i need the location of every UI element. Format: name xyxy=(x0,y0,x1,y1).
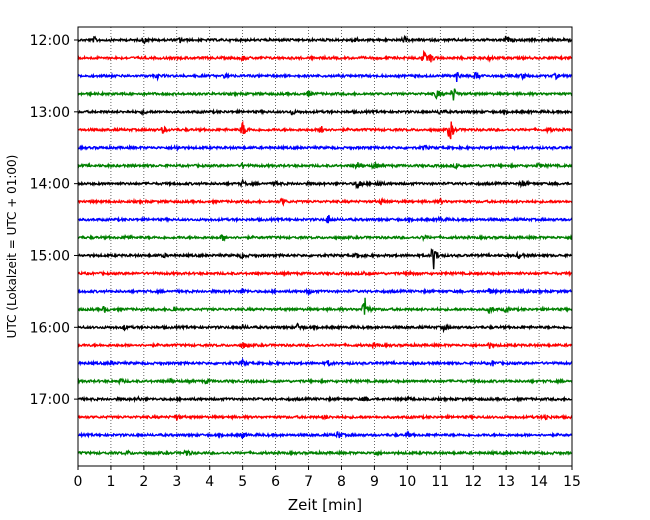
trace-line xyxy=(77,247,573,270)
trace-line xyxy=(77,34,573,45)
trace-line xyxy=(77,395,573,404)
x-tick-label: 10 xyxy=(398,474,416,490)
trace-line xyxy=(77,357,573,367)
x-tick-label: 13 xyxy=(497,474,515,490)
x-tick-label: 11 xyxy=(431,474,449,490)
y-axis-label: UTC (Lokalzeit = UTC + 01:00) xyxy=(5,155,19,339)
trace-line xyxy=(77,108,573,117)
x-axis-label: Zeit [min] xyxy=(288,496,362,514)
y-tick-label: 16:00 xyxy=(30,320,70,336)
y-tick-label: 17:00 xyxy=(30,392,70,408)
trace-line xyxy=(77,49,573,63)
trace-line xyxy=(77,196,573,207)
trace-line xyxy=(77,341,573,350)
x-tick-label: 1 xyxy=(106,474,115,490)
x-tick-label: 0 xyxy=(74,474,83,490)
y-axis-ticks: 12:00 13:00 14:00 15:00 16:00 17:00 xyxy=(30,33,78,408)
trace-line xyxy=(77,160,573,171)
trace-line xyxy=(77,413,573,421)
x-tick-label: 9 xyxy=(370,474,379,490)
x-tick-label: 2 xyxy=(139,474,148,490)
trace-line xyxy=(77,377,573,386)
x-tick-label: 14 xyxy=(530,474,548,490)
trace-line xyxy=(77,71,573,83)
x-tick-label: 12 xyxy=(464,474,482,490)
trace-line xyxy=(77,287,573,297)
y-tick-label: 12:00 xyxy=(30,33,70,49)
trace-line xyxy=(77,214,573,224)
trace-line xyxy=(77,120,573,140)
traces xyxy=(77,34,573,457)
x-tick-label: 4 xyxy=(205,474,214,490)
x-tick-label: 15 xyxy=(563,474,581,490)
x-axis-ticks: 0 1 2 3 4 5 6 7 8 9 10 11 12 13 14 15 xyxy=(74,466,581,490)
trace-line xyxy=(77,322,573,334)
x-tick-label: 8 xyxy=(337,474,346,490)
x-tick-label: 6 xyxy=(271,474,280,490)
x-tick-label: 7 xyxy=(304,474,313,490)
trace-line xyxy=(77,430,573,440)
trace-line xyxy=(77,297,573,315)
trace-line xyxy=(77,143,573,152)
trace-line xyxy=(77,88,573,101)
trace-line xyxy=(77,178,573,190)
trace-line xyxy=(77,233,573,243)
trace-line xyxy=(77,449,573,457)
y-tick-label: 14:00 xyxy=(30,177,70,193)
trace-line xyxy=(77,269,573,278)
y-tick-label: 13:00 xyxy=(30,105,70,121)
plot-frame xyxy=(77,26,573,467)
y-tick-label: 15:00 xyxy=(30,248,70,264)
x-tick-label: 3 xyxy=(172,474,181,490)
x-tick-label: 5 xyxy=(238,474,247,490)
